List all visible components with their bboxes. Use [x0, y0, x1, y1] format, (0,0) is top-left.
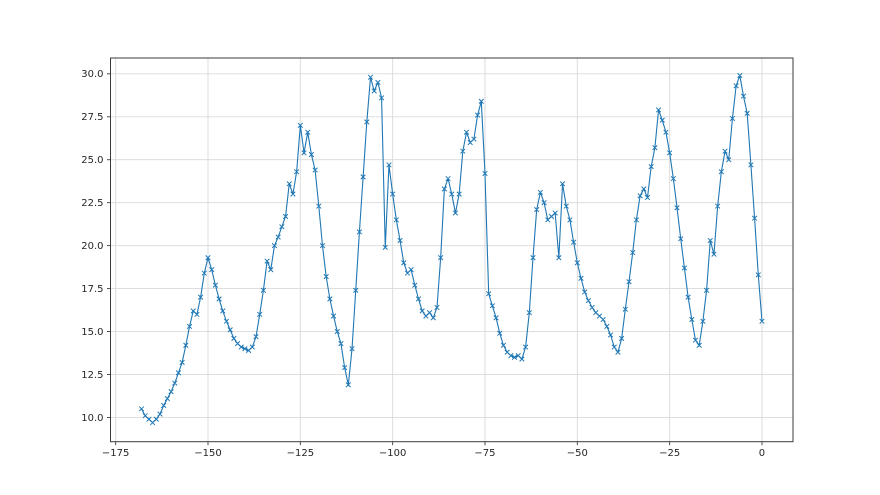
- x-tick-label: −50: [567, 448, 588, 459]
- x-tick-label: −75: [474, 448, 495, 459]
- y-tick-label: 27.5: [81, 112, 103, 123]
- axis-ticks: [107, 73, 763, 446]
- axes-spine-box: [110, 57, 794, 443]
- x-tick-label: −125: [287, 448, 314, 459]
- x-tick-label: 0: [759, 448, 765, 459]
- x-tick-label: −175: [102, 448, 129, 459]
- series-x-markers: [138, 72, 765, 426]
- y-tick-label: 10.0: [81, 413, 103, 424]
- axis-tick-labels: −175 −150 −125 −100 −75 −50 −25 0 10.0 12.5 15.0 17…: [81, 69, 765, 459]
- y-tick-label: 12.5: [81, 370, 103, 381]
- y-tick-label: 22.5: [81, 198, 103, 209]
- y-tick-label: 20.0: [81, 241, 103, 252]
- y-tick-label: 30.0: [81, 69, 103, 80]
- x-tick-label: −100: [379, 448, 406, 459]
- plot-spines: [110, 57, 794, 443]
- y-tick-label: 17.5: [81, 284, 103, 295]
- data-series: [138, 72, 765, 426]
- x-tick-label: −150: [194, 448, 221, 459]
- series-line: [141, 74, 763, 424]
- x-tick-label: −25: [659, 448, 680, 459]
- grid-lines: [110, 58, 793, 442]
- y-tick-label: 25.0: [81, 155, 103, 166]
- y-tick-label: 15.0: [81, 327, 103, 338]
